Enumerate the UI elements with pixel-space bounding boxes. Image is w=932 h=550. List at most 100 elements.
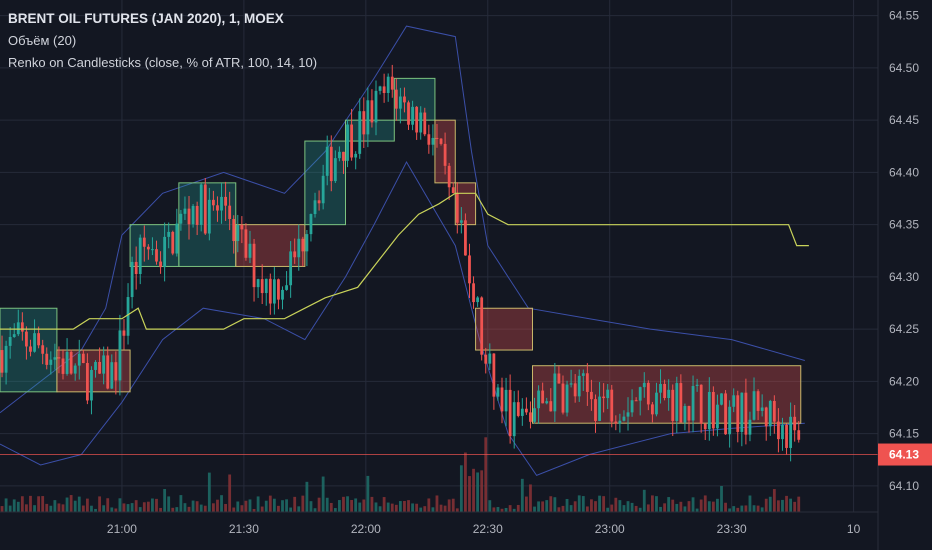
candle-body [338, 151, 341, 159]
volume-bar [707, 501, 711, 512]
volume-bar [675, 503, 679, 512]
volume-bar [581, 496, 585, 512]
volume-bar [350, 500, 354, 512]
candle-body [756, 391, 760, 411]
volume-bar [439, 504, 443, 512]
candle-body [69, 351, 73, 374]
volume-bar [281, 500, 284, 512]
candle-body [744, 392, 748, 435]
candle-body [447, 165, 451, 188]
candle-body [573, 383, 577, 397]
candle-body [207, 199, 211, 234]
candle-body [695, 384, 699, 387]
volume-bar [106, 498, 110, 512]
current-price-label: 64.13 [889, 448, 919, 462]
candle-body [480, 297, 484, 355]
candle-body [260, 279, 264, 294]
time-axis[interactable]: 21:00 21:30 22:00 22:30 23:00 23:30 10 [0, 511, 878, 536]
candle-body [687, 406, 691, 421]
volume-indicator-label[interactable]: Объём (20) [8, 33, 77, 48]
volume-bar [394, 504, 398, 512]
volume-bar [268, 495, 272, 512]
time-tick-label: 22:00 [351, 522, 381, 536]
volume-bar [329, 502, 333, 512]
band-upper-line [0, 25, 805, 414]
signal-line-path [0, 192, 809, 330]
candle-body [4, 345, 8, 373]
candle-body [374, 90, 378, 123]
candle-body [691, 386, 695, 421]
volume-bar [496, 507, 500, 512]
renko-box-up [129, 224, 180, 267]
candle-body [130, 261, 134, 298]
volume-bar [415, 503, 419, 512]
candle-body [313, 200, 317, 215]
candle-body [114, 362, 118, 381]
candle-body [500, 387, 504, 412]
volume-bar [342, 496, 345, 512]
price-axis[interactable]: 64.10 64.15 64.20 64.25 64.30 64.35 64.40 64.45… [877, 0, 932, 550]
volume-bar [346, 496, 349, 512]
candle-body [785, 424, 788, 448]
volume-bar [508, 505, 512, 512]
volume-bar [8, 505, 12, 512]
candle-body [8, 337, 12, 346]
candle-body [57, 357, 61, 359]
renko-indicator-label[interactable]: Renko on Candlesticks (close, % of ATR, … [8, 55, 318, 70]
candle-body [431, 137, 435, 145]
candle-body [468, 255, 471, 284]
volume-bar [77, 496, 81, 512]
volume-bar [118, 498, 122, 512]
volume-bar [642, 489, 646, 512]
candle-body [16, 322, 20, 335]
volume-bar [390, 503, 394, 512]
candle-body [366, 100, 370, 135]
volume-bar [244, 500, 248, 512]
volume-bar [212, 503, 215, 512]
candle-body [614, 421, 618, 424]
candle-body [667, 389, 671, 399]
symbol-title[interactable]: BRENT OIL FUTURES (JAN 2020), 1, MOEX [8, 11, 284, 26]
candle-body [683, 406, 687, 423]
volume-bar [720, 485, 723, 512]
volume-bar [94, 508, 97, 512]
volume-bar [252, 508, 256, 512]
volume-bar [565, 498, 569, 512]
candle-body [606, 389, 610, 399]
volume-bar [151, 498, 154, 512]
volume-bar [646, 504, 650, 512]
volume-bar [333, 508, 337, 512]
candle-body [638, 387, 642, 401]
candle-body [187, 208, 191, 225]
candle-body [553, 373, 557, 412]
price-tick-label: 64.45 [889, 113, 919, 127]
candle-body [240, 224, 244, 230]
candle-body [354, 153, 358, 158]
candle-body [61, 358, 65, 374]
candle-body [151, 249, 154, 251]
volume-bar [53, 500, 57, 512]
volume-bar [191, 500, 195, 512]
candle-body [476, 297, 480, 303]
volume-bar [301, 495, 305, 512]
volume-bar [138, 507, 142, 512]
candle-body [370, 100, 374, 123]
volume-bar [545, 500, 549, 512]
candle-body [789, 416, 793, 448]
candle-body [777, 421, 780, 440]
price-tick-label: 64.55 [889, 9, 919, 23]
candle-body [541, 390, 545, 404]
volume-bar [49, 505, 53, 512]
candle-body [20, 322, 24, 332]
volume-bar [716, 498, 719, 512]
candle-body [752, 391, 756, 420]
candle-body [12, 334, 16, 338]
candle-body [29, 346, 32, 352]
volume-bar [451, 498, 455, 512]
volume-bar [516, 504, 520, 512]
candle-body [634, 400, 638, 402]
volume-bar [504, 507, 508, 512]
candle-body [126, 297, 130, 336]
time-tick-label: 10 [847, 522, 861, 536]
